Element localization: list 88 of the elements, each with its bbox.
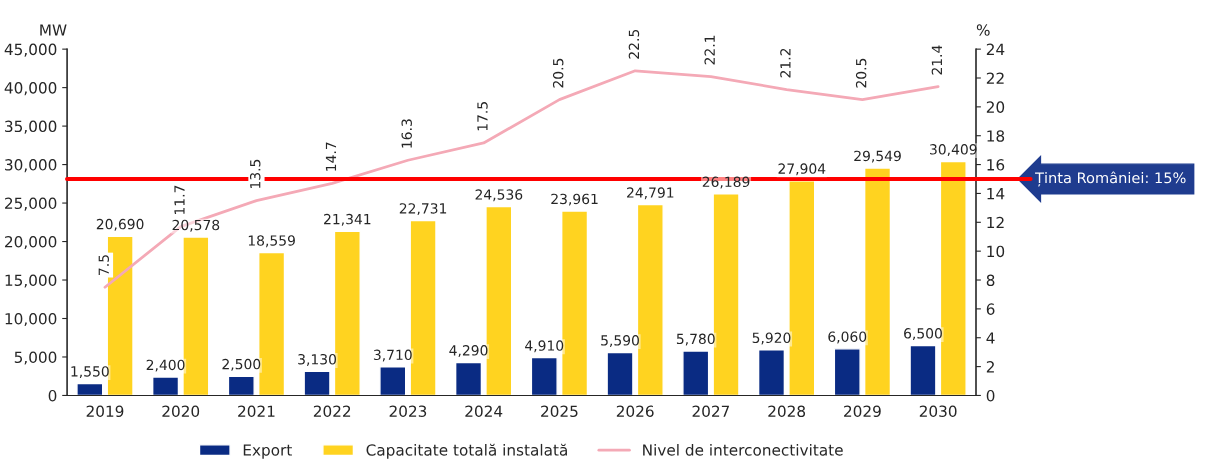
legend-label: Nivel de interconectivitate: [643, 443, 843, 456]
data-label: 5,590: [601, 335, 639, 347]
y2-axis-title: %: [976, 24, 990, 36]
data-label: 3,130: [298, 354, 337, 366]
x-tick-label: 2025: [541, 405, 578, 418]
data-label: 18,559: [248, 235, 295, 248]
x-tick-label: 2027: [692, 405, 730, 418]
y-tick-label: 45,000: [4, 43, 57, 57]
bar: [76, 382, 104, 396]
y2-tick-label: 24: [986, 43, 1005, 55]
y2-tick-label: 6: [986, 303, 995, 315]
y-tick-label: 25,000: [5, 197, 57, 211]
data-label: 21.4: [931, 45, 942, 75]
data-label: 20.5: [552, 58, 564, 88]
y2-tick-label: 16: [987, 159, 1005, 171]
y2-tick-label: 8: [986, 274, 995, 287]
data-label: 5,780: [676, 333, 715, 346]
y2-tick-label: 10: [987, 245, 1005, 258]
data-label: 17.5: [477, 102, 488, 131]
y-tick-label: 20,000: [5, 236, 57, 250]
y-tick-label: 15,000: [5, 274, 57, 288]
data-label: 20,578: [172, 219, 220, 232]
legend-label: Capacitate totală instalată: [366, 443, 567, 459]
x-tick-label: 2024: [465, 405, 503, 418]
data-label: 4,290: [449, 345, 488, 357]
y2-tick-label: 20: [986, 101, 1005, 113]
bar: [303, 370, 331, 396]
y2-tick-label: 4: [986, 332, 995, 344]
data-label: 23,961: [551, 193, 598, 206]
bar: [151, 376, 180, 396]
data-label: 14.7: [325, 142, 337, 171]
data-label: 21,341: [324, 213, 371, 226]
data-label: 22,731: [399, 203, 447, 216]
x-tick-label: 2019: [86, 405, 124, 418]
y-tick-label: 35,000: [5, 120, 57, 134]
y2-tick-label: 18: [987, 130, 1005, 142]
bar: [227, 375, 255, 396]
x-tick-label: 2030: [919, 405, 957, 418]
bar: [379, 366, 407, 396]
x-tick-label: 2029: [844, 405, 881, 418]
y-tick-label: 10,000: [5, 312, 57, 327]
x-tick-label: 2021: [238, 405, 275, 418]
data-label: 2,400: [146, 359, 185, 372]
data-label: 22.5: [628, 29, 640, 59]
x-tick-label: 2026: [616, 405, 654, 418]
data-label: 3,710: [373, 349, 412, 362]
legend-label: Export: [243, 444, 292, 459]
data-label: 21.2: [780, 48, 791, 78]
data-label: 11.7: [174, 185, 185, 214]
data-label: 20.5: [855, 58, 867, 88]
data-label: 6,060: [828, 331, 867, 344]
y2-tick-label: 12: [987, 216, 1004, 229]
bar: [909, 344, 937, 396]
y2-tick-label: 22: [986, 72, 1004, 84]
data-label: 5,920: [752, 332, 791, 345]
data-label: 16.3: [401, 119, 412, 148]
y2-tick-label: 2: [986, 361, 994, 373]
data-label: 27,904: [778, 163, 826, 176]
data-label: 1,550: [71, 366, 109, 379]
data-label: 2,500: [222, 358, 261, 371]
bar: [530, 356, 558, 396]
y-tick-label: 30,000: [5, 159, 57, 173]
bar: [833, 348, 861, 396]
data-label: 24,791: [627, 187, 674, 200]
data-label: 30,409: [930, 144, 977, 156]
data-label: 7.5: [98, 255, 109, 275]
x-tick-label: 2022: [313, 405, 351, 418]
data-label: 24,536: [475, 189, 523, 202]
x-tick-label: 2020: [162, 405, 200, 418]
y2-tick-label: 0: [986, 389, 995, 402]
y-axis-title: MW: [40, 24, 67, 36]
data-label: 13.5: [249, 159, 261, 189]
bar: [454, 361, 483, 396]
data-label: 20,690: [96, 218, 144, 231]
x-tick-label: 2023: [389, 405, 427, 418]
data-label: 29,549: [854, 150, 901, 163]
x-tick-label: 2028: [768, 405, 806, 418]
y-tick-label: 0: [48, 389, 57, 402]
y-tick-label: 40,000: [4, 82, 57, 96]
data-label: 6,500: [904, 328, 942, 340]
y-tick-label: 5,000: [14, 351, 57, 365]
bar: [757, 349, 786, 396]
ref-line-label: Ținta României: 15%: [1035, 171, 1186, 187]
data-label: 22.1: [704, 35, 715, 65]
bar: [682, 350, 710, 396]
bar: [606, 351, 634, 396]
y2-tick-label: 14: [987, 188, 1005, 200]
data-label: 4,910: [525, 340, 564, 353]
